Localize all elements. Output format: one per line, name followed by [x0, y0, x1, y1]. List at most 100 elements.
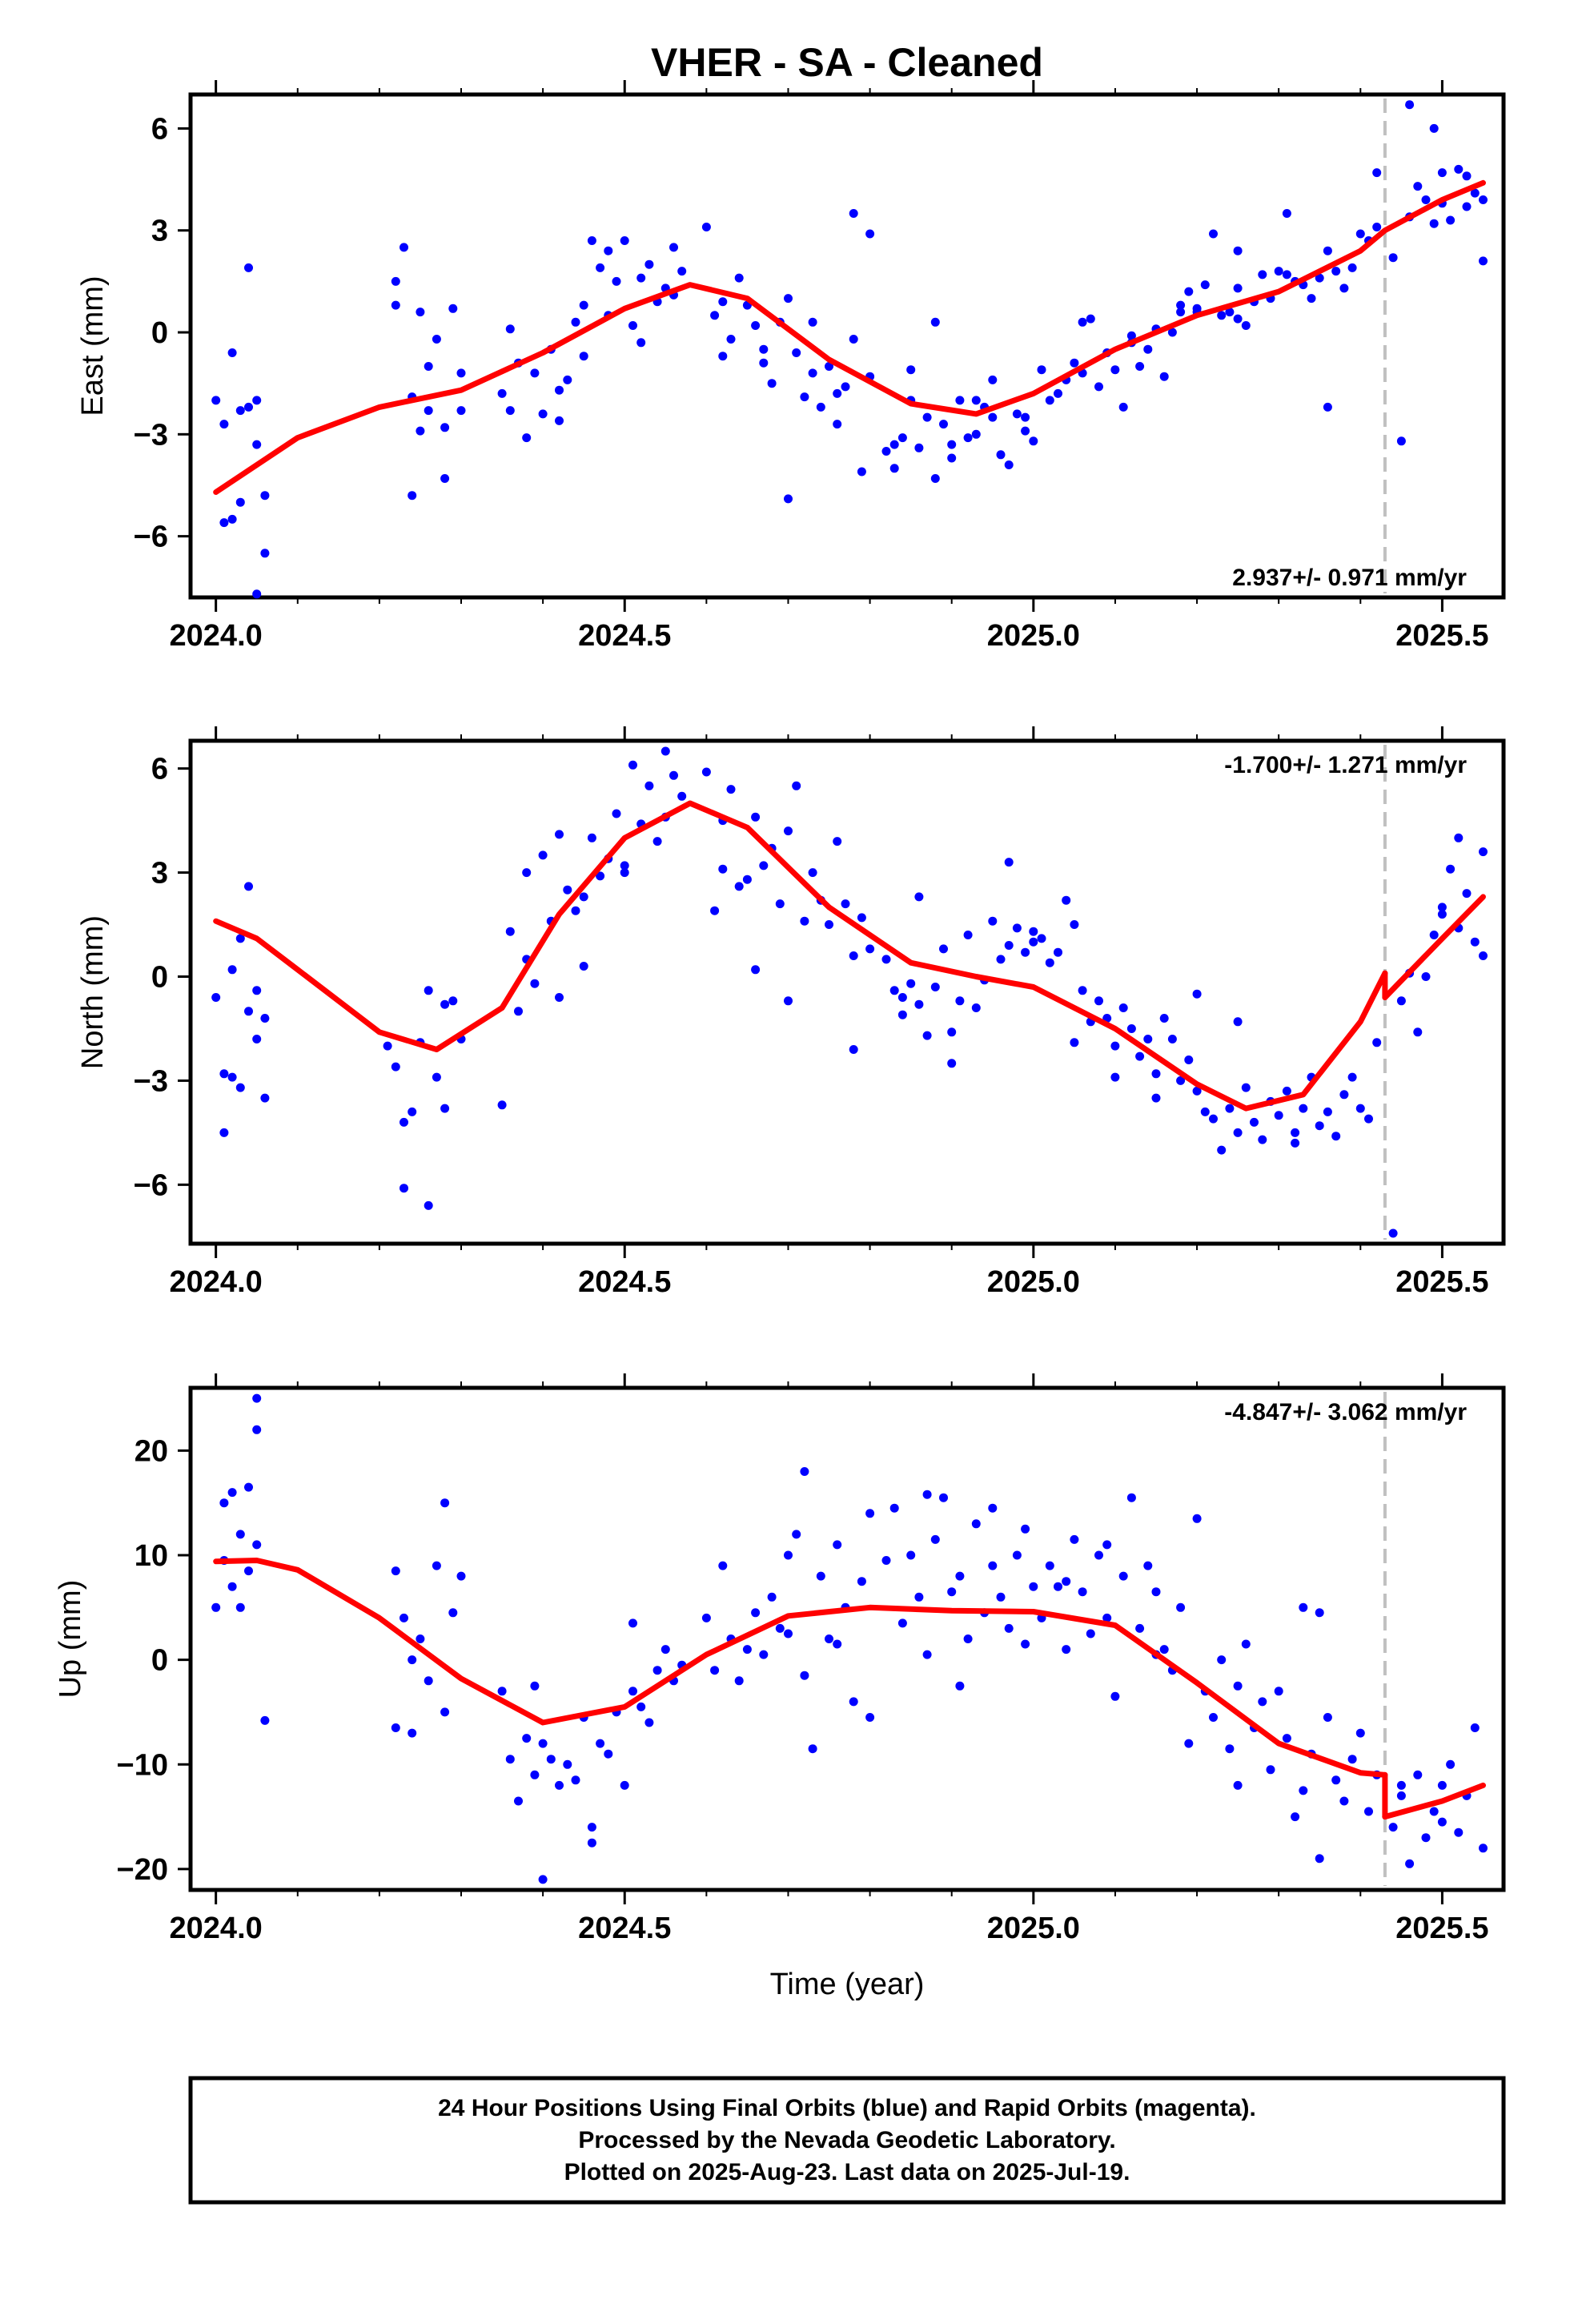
east-data-point	[1086, 314, 1095, 324]
north-data-point	[400, 1184, 408, 1193]
east-data-point	[227, 348, 237, 357]
up-data-point	[792, 1530, 801, 1539]
north-x-tick-label: 2025.0	[987, 1265, 1080, 1299]
up-data-point	[252, 1540, 262, 1550]
north-data-point	[808, 868, 817, 878]
east-data-point	[1021, 426, 1030, 436]
up-data-point	[1135, 1623, 1145, 1633]
up-data-point	[701, 1613, 711, 1622]
north-data-point	[784, 996, 793, 1006]
east-data-point	[1437, 168, 1447, 178]
up-data-point	[636, 1702, 646, 1711]
north-data-point	[652, 837, 662, 846]
north-data-point	[1151, 1069, 1161, 1079]
east-data-point	[505, 406, 515, 416]
east-data-point	[1143, 344, 1153, 354]
east-data-point	[759, 344, 769, 354]
north-data-point	[555, 830, 564, 839]
east-data-point	[555, 385, 564, 395]
up-data-point	[252, 1393, 262, 1403]
east-data-point	[808, 317, 817, 327]
up-y-axis-label: Up (mm)	[54, 1580, 87, 1699]
east-data-point	[219, 420, 229, 429]
north-data-point	[505, 927, 515, 936]
north-data-point	[734, 882, 744, 891]
north-data-point	[1143, 1035, 1153, 1043]
north-data-point	[1004, 941, 1014, 950]
north-data-point	[1479, 847, 1488, 857]
north-data-point	[587, 833, 596, 842]
east-data-point	[1021, 412, 1030, 422]
east-data-point	[1012, 409, 1022, 419]
north-data-point	[1437, 910, 1447, 919]
east-data-point	[538, 409, 548, 419]
up-data-point	[620, 1780, 629, 1790]
east-data-point	[963, 433, 973, 443]
east-data-point	[759, 358, 769, 368]
up-data-point	[661, 1645, 670, 1655]
east-data-point	[1462, 171, 1472, 181]
north-data-point	[440, 1104, 450, 1113]
x-axis-label: Time (year)	[770, 1968, 925, 2001]
north-data-point	[1012, 923, 1022, 933]
east-data-point	[726, 335, 736, 344]
north-data-point	[530, 979, 540, 988]
north-data-point	[1217, 1145, 1227, 1155]
north-data-point	[538, 850, 548, 860]
east-data-point	[784, 494, 793, 504]
up-data-point	[857, 1577, 866, 1586]
east-data-point	[1126, 331, 1136, 340]
up-data-point	[1078, 1587, 1087, 1597]
up-data-point	[408, 1655, 417, 1665]
north-data-point	[1446, 864, 1456, 874]
up-data-point	[219, 1498, 229, 1508]
east-data-point	[456, 406, 466, 416]
east-data-point	[784, 294, 793, 304]
up-data-point	[416, 1634, 425, 1643]
east-data-point	[955, 396, 965, 405]
east-y-tick-label: 6	[151, 112, 168, 146]
up-data-point	[800, 1467, 809, 1476]
up-data-point	[400, 1613, 408, 1622]
north-data-point	[432, 1072, 441, 1082]
north-data-point	[1167, 1035, 1177, 1043]
north-data-point	[252, 1035, 262, 1043]
up-data-point	[1437, 1780, 1447, 1790]
up-data-point	[530, 1681, 540, 1691]
up-data-point	[1012, 1550, 1022, 1560]
north-data-point	[1021, 947, 1030, 957]
up-data-point	[1315, 1608, 1324, 1618]
east-data-point	[1396, 436, 1406, 446]
up-data-point	[1094, 1550, 1103, 1560]
north-data-point	[742, 875, 752, 884]
up-data-point	[947, 1587, 957, 1597]
up-data-point	[1454, 1827, 1464, 1837]
north-data-point	[1331, 1132, 1341, 1141]
north-data-point	[955, 996, 965, 1006]
up-data-point	[759, 1650, 769, 1659]
up-data-point	[1233, 1681, 1243, 1691]
footer-line-1: 24 Hour Positions Using Final Orbits (bl…	[438, 2095, 1256, 2121]
north-data-point	[579, 962, 588, 971]
north-x-tick-label: 2024.0	[170, 1265, 263, 1299]
east-data-point	[1355, 229, 1365, 239]
up-data-point	[939, 1493, 948, 1502]
east-data-point	[1225, 308, 1235, 317]
east-data-point	[579, 352, 588, 361]
up-data-point	[440, 1498, 450, 1508]
up-data-point	[1299, 1602, 1308, 1612]
north-data-point	[579, 892, 588, 902]
north-data-point	[1233, 1017, 1243, 1027]
east-data-point	[1004, 460, 1014, 469]
north-data-point	[1396, 996, 1406, 1006]
east-data-point	[424, 406, 433, 416]
north-data-point	[1282, 1086, 1291, 1096]
east-data-point	[1479, 256, 1488, 266]
up-data-point	[849, 1697, 858, 1707]
east-data-point	[432, 335, 441, 344]
north-data-point	[1315, 1121, 1324, 1131]
up-data-point	[1429, 1807, 1439, 1816]
up-data-point	[1274, 1687, 1283, 1696]
up-data-point	[1045, 1561, 1054, 1570]
north-data-point	[440, 999, 450, 1009]
